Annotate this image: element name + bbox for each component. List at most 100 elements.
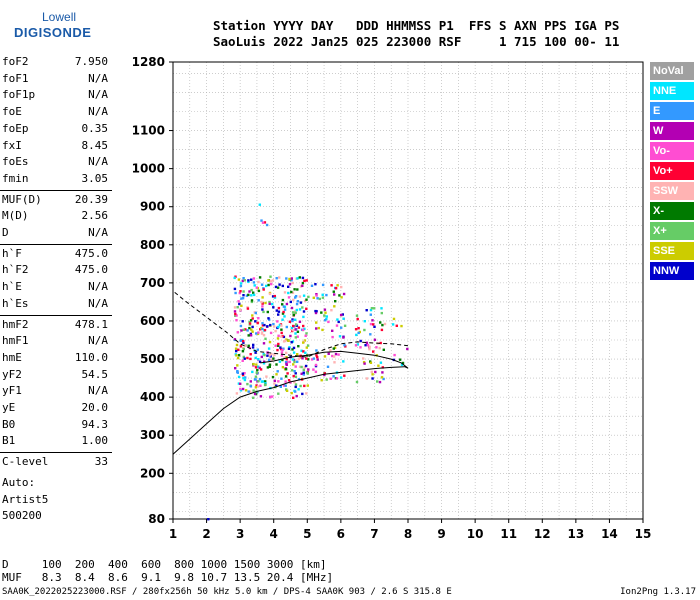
param-row: hmE 110.0 [2,351,108,367]
echo-point [273,325,276,328]
logo-line1: Lowell [42,10,77,24]
param-row: C-level 33 [2,455,108,471]
param-name: h`F2 [2,263,29,277]
echo-point [254,366,258,369]
param-name: M(D) [2,209,29,223]
auto-scaling-line3: 500200 [2,509,42,523]
legend-item: E [650,102,694,120]
echo-point [244,344,247,347]
echo-point [259,368,263,371]
echo-point [235,349,238,353]
echo-point [294,383,298,386]
param-row: yE 20.0 [2,401,108,417]
echo-point [256,321,259,325]
echo-point [355,314,359,317]
echo-point [272,306,275,309]
echo-point [247,293,250,297]
echo-point [239,324,243,328]
echo-point [299,301,303,304]
echo-point [249,319,253,322]
echo-point [276,286,280,289]
echo-point [277,310,281,313]
echo-point [316,355,319,359]
echo-point [287,339,290,342]
echo-point [249,353,252,356]
echo-point [254,356,257,360]
echo-point [291,281,294,285]
echo-point [296,277,299,280]
footer-file-info: SAA0K_2022025223000.RSF / 280fx256h 50 k… [2,587,452,597]
echo-point [278,360,282,363]
echo-point [243,378,247,382]
param-value: 20.0 [81,401,109,414]
echo-point [291,340,295,343]
param-row: h`F 475.0 [2,247,108,263]
echo-point [250,328,253,331]
echo-point [267,358,271,361]
echo-point [302,315,305,319]
echo-point [266,366,270,369]
echo-point [281,366,285,369]
echo-point [379,341,382,345]
echo-point [276,370,279,373]
param-name: h`F [2,246,22,260]
trace-curve-solid [172,350,409,455]
echo-point [269,275,272,278]
echo-point [249,380,252,383]
param-value: N/A [88,71,108,85]
echo-point [285,325,288,329]
echo-point [318,297,321,301]
param-name: foE [2,105,22,119]
echo-point [271,295,275,298]
echo-point [327,320,330,324]
x-tick-label: 6 [337,527,345,541]
echo-point [320,379,323,382]
echo-point [296,300,300,303]
echo-point [261,302,264,305]
echo-point [284,361,288,364]
echo-point [264,382,267,385]
echo-point [305,392,308,395]
param-value: 478.1 [74,317,108,331]
echo-point [287,379,291,382]
echo-point [290,326,294,330]
echo-point [294,311,297,314]
echo-point [376,380,379,383]
echo-point [304,334,307,337]
echo-point [260,219,263,222]
echo-point [362,357,365,360]
echo-point [277,344,280,347]
echo-point [280,324,283,327]
echo-point [239,290,242,293]
echo-point [368,345,371,349]
echo-point [241,279,244,283]
echo-point [330,284,333,287]
echo-point [259,326,263,330]
echo-point [366,344,370,347]
echo-point [333,305,336,308]
echo-point [286,372,289,375]
echo-point [278,276,281,279]
echo-point [331,335,334,339]
echo-point [275,277,278,280]
echo-point [285,338,288,341]
echo-point [236,371,239,374]
echo-point [251,314,254,317]
echo-point [257,299,260,302]
echo-point [258,360,262,363]
param-value: N/A [88,296,108,310]
echo-point [324,311,327,314]
echo-point [251,370,254,374]
echo-point [257,280,260,284]
echo-point [268,302,271,305]
echo-point [277,313,280,316]
echo-point [290,290,293,294]
echo-point [294,323,298,326]
echo-point [273,382,276,385]
echo-point [250,278,253,281]
echo-point [246,356,249,360]
echo-point [306,384,309,387]
echo-point [287,285,290,288]
echo-point [253,392,257,396]
echo-point [370,307,374,310]
